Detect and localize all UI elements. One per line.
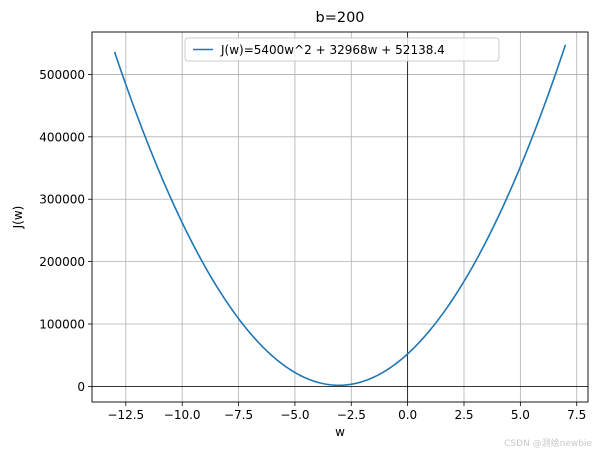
x-tick-label: 5.0 [511, 408, 530, 422]
y-tick-label: 200000 [39, 255, 85, 269]
y-axis-ticks: 0 100000 200000 300000 400000 500000 [39, 68, 92, 394]
series-layer [113, 44, 567, 387]
chart-title: b=200 [315, 10, 364, 26]
legend-label: J(w)=5400w^2 + 32968w + 52138.4 [220, 43, 445, 57]
x-axis-label: w [335, 425, 345, 439]
y-tick-label: 500000 [39, 68, 85, 82]
y-tick-label: 100000 [39, 318, 85, 332]
zero-lines [92, 32, 588, 402]
plot-area [91, 31, 589, 403]
legend: J(w)=5400w^2 + 32968w + 52138.4 [184, 37, 500, 62]
y-tick-label: 0 [77, 380, 85, 394]
y-tick-label: 400000 [39, 130, 85, 144]
watermark: CSDN @测绘newbie [504, 439, 592, 449]
x-tick-label: −7.5 [224, 408, 253, 422]
x-tick-label: 2.5 [454, 408, 473, 422]
x-tick-label: −2.5 [337, 408, 366, 422]
axes-background [92, 32, 588, 402]
y-tick-label: 300000 [39, 193, 85, 207]
x-tick-label: 0.0 [398, 408, 417, 422]
series-line [113, 44, 567, 387]
x-tick-label: −5.0 [280, 408, 309, 422]
x-axis-ticks: −12.5 −10.0 −7.5 −5.0 −2.5 0.0 2.5 5.0 7.5 [107, 402, 586, 422]
legend-box [184, 37, 500, 62]
x-tick-label: −12.5 [107, 408, 144, 422]
y-axis-label: J(w) [11, 206, 25, 230]
axes-frame [91, 31, 589, 403]
x-tick-label: −10.0 [164, 408, 201, 422]
x-tick-label: 7.5 [567, 408, 586, 422]
